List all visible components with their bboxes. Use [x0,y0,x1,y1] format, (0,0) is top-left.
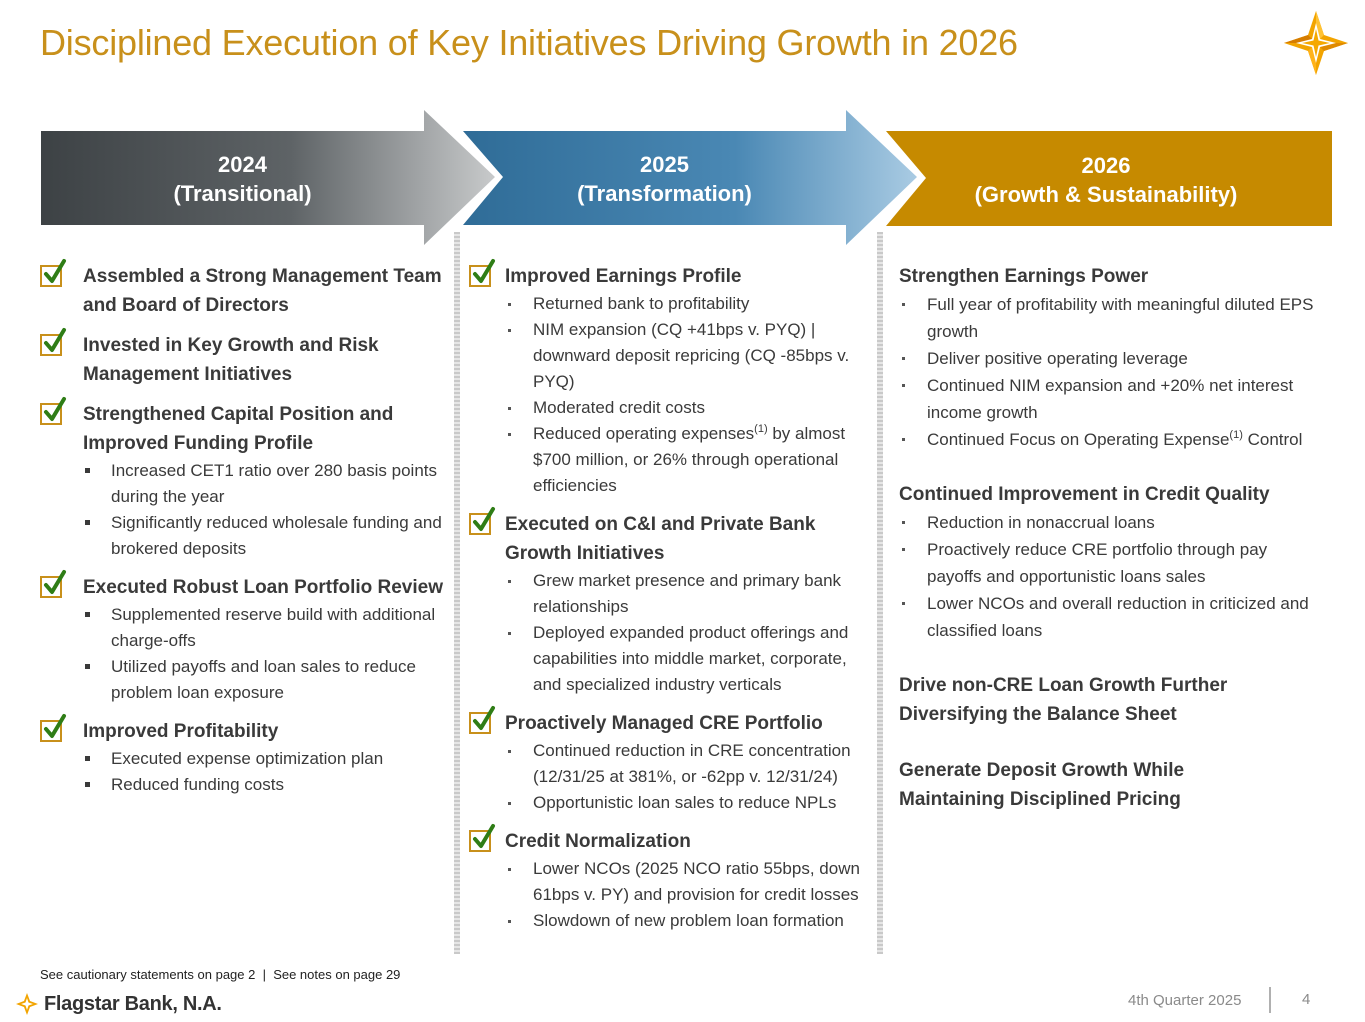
year-2026: 2026 [1081,153,1131,178]
section-credit-normalization: Credit Normalization Lower NCOs (2025 NC… [469,824,871,934]
section-ci-private-bank: Executed on C&I and Private Bank Growth … [469,507,871,698]
section-heading: Continued Improvement in Credit Quality [899,484,1270,505]
page-title: Disciplined Execution of Key Initiatives… [40,22,1018,63]
quarter-label: 4th Quarter 2025 [1128,992,1242,1009]
column-2025: Improved Earnings Profile Returned bank … [469,259,871,934]
checkbox-checked-icon [469,259,495,287]
flagstar-star-icon [1284,11,1348,75]
section-capital-funding: Strengthened Capital Position and Improv… [40,397,443,562]
opex-text-rest: by almost $700 million, or 26% through o… [533,424,846,495]
checkbox-checked-icon [40,570,66,598]
page-separator [1269,987,1271,1013]
checkbox-checked-icon [40,259,66,287]
checkbox-checked-icon [40,714,66,742]
opex-text: Continued Focus on Operating Expense [927,430,1230,449]
footnote-ref: (1) [1229,429,1243,441]
section-heading: Invested in Key Growth and Risk Manageme… [83,335,379,385]
opex-text-rest: Control [1242,430,1303,449]
arrow-2026 [886,131,1332,226]
list-item: Deployed expanded product offerings and … [505,620,871,698]
list-item: Reduced funding costs [83,772,443,798]
timeline-2026-label: 2026 (Growth & Sustainability) [936,151,1276,209]
checkbox-checked-icon [40,328,66,356]
section-cre-portfolio: Proactively Managed CRE Portfolio Contin… [469,706,871,816]
list-item: Utilized payoffs and loan sales to reduc… [83,654,443,706]
list-item: Increased CET1 ratio over 280 basis poin… [83,458,443,510]
section-deposit-growth: Generate Deposit Growth While Maintainin… [899,756,1229,814]
footnote-ref: (1) [754,423,768,435]
section-heading: Generate Deposit Growth While Maintainin… [899,760,1185,810]
list-item: Moderated credit costs [505,395,871,421]
section-earnings-profile: Improved Earnings Profile Returned bank … [469,259,871,499]
list-item: Continued reduction in CRE concentration… [505,738,871,790]
section-heading: Executed on C&I and Private Bank Growth … [505,514,816,564]
checkbox-checked-icon [469,507,495,535]
section-profitability: Improved Profitability Executed expense … [40,714,443,798]
section-heading: Executed Robust Loan Portfolio Review [83,577,443,598]
section-heading: Drive non-CRE Loan Growth Further Divers… [899,675,1228,725]
phase-2024: (Transitional) [173,181,312,206]
footnote: See cautionary statements on page 2 | Se… [40,967,401,982]
list-item: Supplemented reserve build with addition… [83,602,443,654]
arrow-2025 [463,110,917,245]
section-heading: Improved Profitability [83,721,279,742]
section-heading: Assembled a Strong Management Team and B… [83,266,442,316]
list-item-opex: Continued Focus on Operating Expense(1) … [899,426,1319,453]
timeline-2024-label: 2024 (Transitional) [90,150,395,208]
section-heading: Strengthen Earnings Power [899,266,1149,287]
list-item: Lower NCOs (2025 NCO ratio 55bps, down 6… [505,856,871,908]
section-credit-quality: Continued Improvement in Credit Quality … [899,480,1319,644]
list-item: Executed expense optimization plan [83,746,443,772]
checkbox-checked-icon [40,397,66,425]
section-growth-risk: Invested in Key Growth and Risk Manageme… [40,328,443,389]
list-item: Significantly reduced wholesale funding … [83,510,443,562]
list-item-opex: Reduced operating expenses(1) by almost … [505,421,871,499]
timeline-2025-label: 2025 (Transformation) [512,150,817,208]
checkbox-checked-icon [469,706,495,734]
list-item: Deliver positive operating leverage [899,345,1319,372]
section-non-cre-growth: Drive non-CRE Loan Growth Further Divers… [899,671,1269,729]
section-heading: Credit Normalization [505,831,691,852]
column-2026: Strengthen Earnings Power Full year of p… [899,262,1319,814]
brand-name: Flagstar Bank, N.A. [44,992,222,1015]
list-item: Proactively reduce CRE portfolio through… [899,536,1319,590]
section-management-team: Assembled a Strong Management Team and B… [40,259,443,320]
list-item: Grew market presence and primary bank re… [505,568,871,620]
year-2025: 2025 [640,152,689,177]
list-item: Lower NCOs and overall reduction in crit… [899,590,1319,644]
section-heading: Improved Earnings Profile [505,266,742,287]
page-number: 4 [1302,991,1311,1008]
opex-text: Reduced operating expenses [533,424,755,443]
list-item: Slowdown of new problem loan formation [505,908,871,934]
phase-2025: (Transformation) [577,181,752,206]
list-item: Continued NIM expansion and +20% net int… [899,372,1319,426]
list-item: NIM expansion (CQ +41bps v. PYQ) | downw… [505,317,871,395]
section-loan-review: Executed Robust Loan Portfolio Review Su… [40,570,443,706]
column-divider-right [877,232,883,954]
year-2024: 2024 [218,152,267,177]
phase-2026: (Growth & Sustainability) [974,182,1238,207]
list-item: Reduction in nonaccrual loans [899,509,1319,536]
arrow-2024 [41,110,495,245]
list-item: Full year of profitability with meaningf… [899,291,1319,345]
section-heading: Proactively Managed CRE Portfolio [505,713,823,734]
checkbox-checked-icon [469,824,495,852]
column-divider-left [454,232,460,954]
column-2024: Assembled a Strong Management Team and B… [40,259,443,798]
timeline-arrows [41,110,1332,245]
section-heading: Strengthened Capital Position and Improv… [83,404,394,454]
flagstar-star-small-icon [16,993,38,1015]
list-item: Opportunistic loan sales to reduce NPLs [505,790,871,816]
list-item: Returned bank to profitability [505,291,871,317]
brand-logo: Flagstar Bank, N.A. [16,990,222,1018]
section-earnings-power: Strengthen Earnings Power Full year of p… [899,262,1319,453]
